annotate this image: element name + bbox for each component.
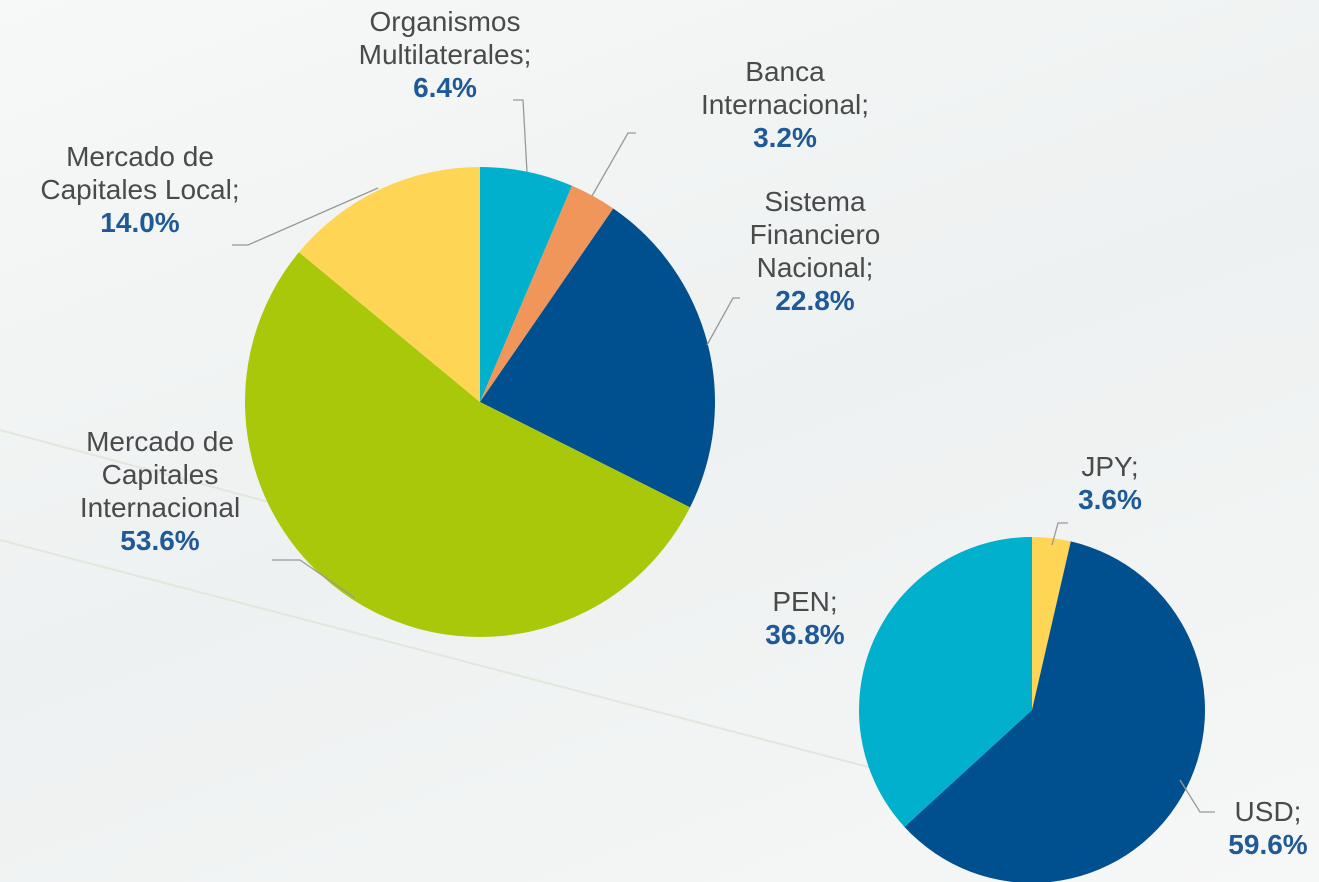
slice-label: USD; 59.6% <box>1208 795 1319 861</box>
slice-label: Mercado de Capitales Local; 14.0% <box>25 140 255 239</box>
pie-slice <box>1032 537 1071 710</box>
data-label: 3.6% <box>1078 484 1142 515</box>
data-label: 3.2% <box>753 122 817 153</box>
slice-label: JPY; 3.6% <box>1050 450 1170 516</box>
pie-slice <box>480 208 715 508</box>
data-label: 53.6% <box>120 525 200 556</box>
pie-slice <box>298 167 480 402</box>
category-label: JPY; <box>1081 451 1139 482</box>
pie-slice <box>480 167 572 402</box>
slice-label: Mercado de Capitales Internacional 53.6% <box>55 425 265 557</box>
data-label: 59.6% <box>1228 829 1308 860</box>
leader-lines <box>232 99 1215 813</box>
pie-slice <box>244 252 691 638</box>
category-label: Mercado de Capitales Local; <box>40 141 240 205</box>
category-label: Mercado de Capitales Internacional <box>79 426 241 523</box>
category-label: Banca Internacional; <box>700 56 870 120</box>
data-label: 22.8% <box>775 285 855 316</box>
data-label: 36.8% <box>765 619 845 650</box>
category-label: Organismos Multilaterales; <box>358 6 532 70</box>
slice-label: Organismos Multilaterales; 6.4% <box>335 5 555 104</box>
pie-slice <box>859 537 1032 827</box>
slice-label: PEN; 36.8% <box>740 585 870 651</box>
slice-label: Sistema Financiero Nacional; 22.8% <box>720 185 910 317</box>
category-label: PEN; <box>772 586 838 617</box>
pie-slice <box>904 541 1205 882</box>
data-label: 6.4% <box>413 72 477 103</box>
data-label: 14.0% <box>100 207 180 238</box>
category-label: USD; <box>1234 796 1302 827</box>
pie-slice <box>480 185 614 402</box>
category-label: Sistema Financiero Nacional; <box>749 186 881 283</box>
slice-label: Banca Internacional; 3.2% <box>670 55 900 154</box>
